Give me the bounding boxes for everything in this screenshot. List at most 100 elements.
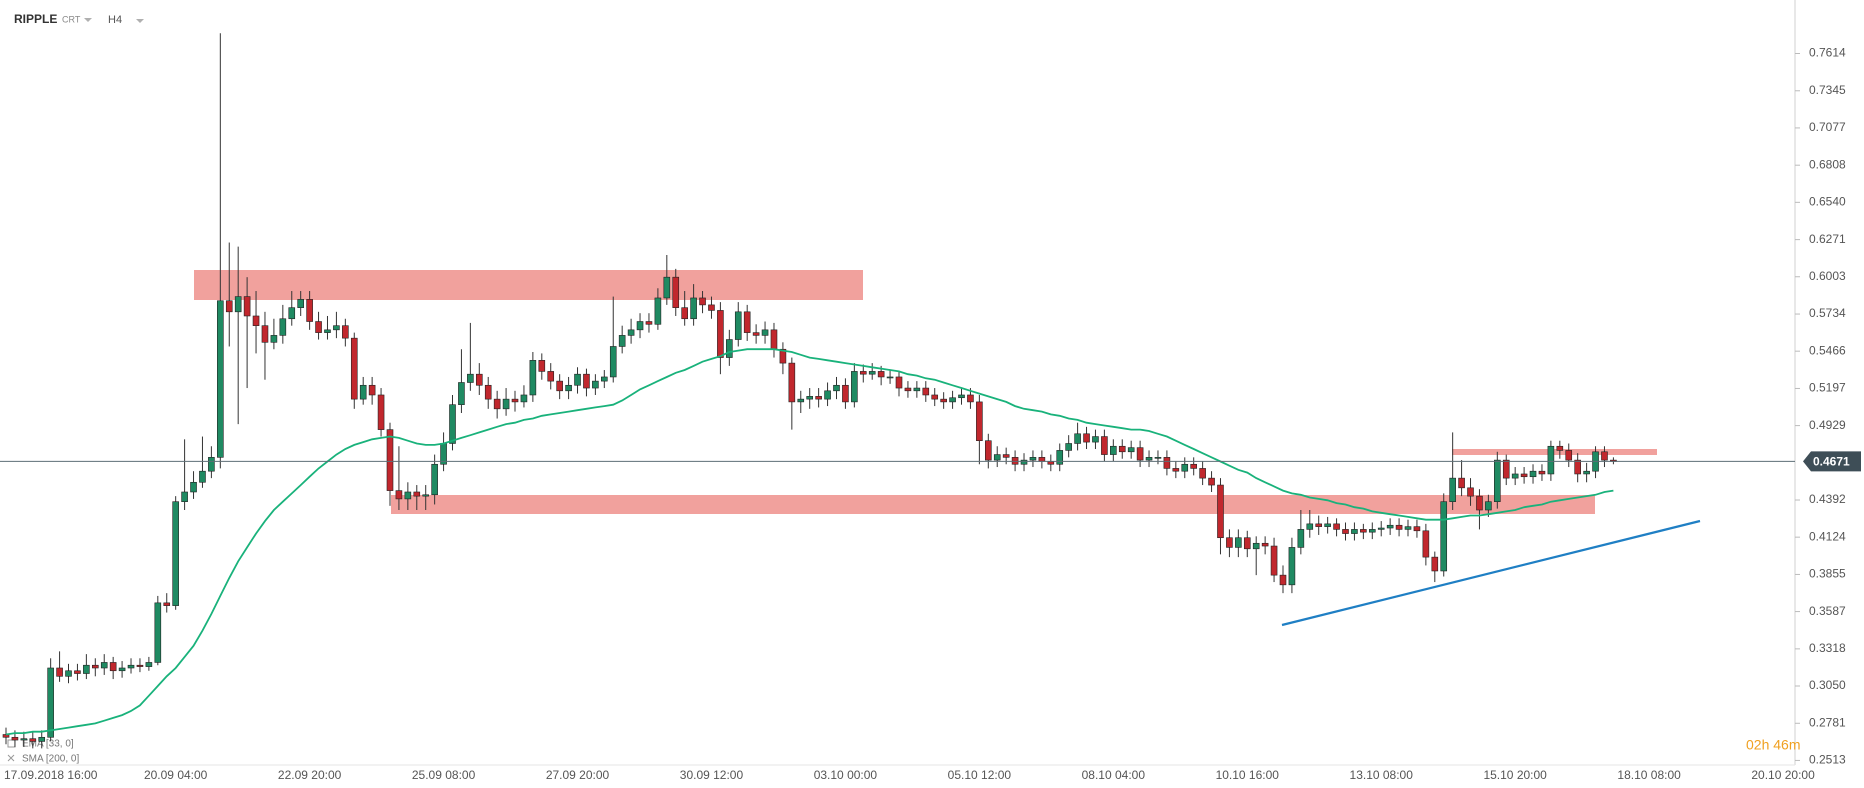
candle-body [726,339,733,358]
candle-body [993,454,1001,461]
candle-body [1601,451,1608,461]
candle-body [65,670,72,677]
candle-body [984,440,992,461]
candle-body [618,335,626,347]
interval[interactable]: H4 [108,14,122,26]
dropdown-caret[interactable] [136,19,144,23]
candle-body [877,371,885,378]
candle-body [1583,470,1590,475]
candle-body [797,398,805,403]
candle-body [583,373,590,389]
symbol-type[interactable]: CRT [62,14,81,24]
candle-body [359,384,367,400]
candle-body [1199,468,1206,479]
candle-body [145,662,153,667]
candle-body [413,491,421,497]
candle-body [636,321,644,331]
candle-body [1074,433,1081,444]
candle-body [601,376,608,382]
candle-body [547,371,555,382]
candle-body [958,394,965,399]
x-tick-label: 10.10 16:00 [1216,768,1280,782]
y-tick-label: 0.2781 [1809,715,1846,729]
candle-body [1011,457,1019,465]
trend-line[interactable] [1281,519,1701,627]
candle-body [815,396,822,400]
candle-body [1226,537,1233,548]
legend-icon[interactable] [7,754,15,762]
support-zone[interactable] [391,495,1595,514]
y-tick-label: 0.2513 [1809,753,1846,767]
x-tick-label: 20.09 04:00 [144,768,208,782]
candle-body [904,387,912,392]
dropdown-caret[interactable] [84,18,92,22]
candle-body [1270,545,1278,576]
candle-body [609,346,617,378]
y-tick-label: 0.3050 [1809,678,1846,692]
candle-body [895,376,903,389]
candle-body [833,384,840,392]
legend-entry: EMA [33, 0] [22,739,74,750]
candles [2,33,1617,749]
candle-body [1360,529,1367,533]
y-tick-label: 0.5466 [1809,343,1846,357]
candle-body [1342,529,1349,534]
candle-body [1520,473,1528,478]
candle-body [324,329,331,333]
y-tick-label: 0.6003 [1809,269,1846,283]
candle-body [1449,477,1456,502]
candle-body [2,734,10,738]
candle-body [1172,468,1180,472]
candle-body [859,371,867,375]
candle-body [627,329,635,336]
x-tick-label: 05.10 12:00 [948,768,1012,782]
candle-body [190,481,197,493]
x-tick-label: 27.09 20:00 [546,768,610,782]
y-tick-label: 0.4124 [1809,529,1846,543]
candle-body [458,382,465,405]
candle-body [172,501,179,606]
candle-body [922,387,930,396]
x-tick-label: 08.10 04:00 [1082,768,1146,782]
candle-body [976,401,983,442]
candle-body [404,491,412,500]
y-tick-label: 0.6271 [1809,232,1846,246]
candle-body [1413,526,1421,532]
candle-body [377,394,385,430]
candle-body [1092,436,1099,443]
candle-body [118,667,126,672]
candle-body [824,390,831,400]
candle-body [743,311,751,333]
candle-body [1261,542,1269,547]
candle-body [47,667,54,738]
resistance-zone[interactable] [1452,449,1657,455]
candle-body [234,296,242,313]
candle-body [717,310,724,358]
candle-body [1333,523,1340,530]
candle-body [1145,457,1153,461]
candle-body [208,457,215,472]
candle-body [261,325,269,343]
x-tick-label: 17.09.2018 16:00 [4,768,98,782]
resistance-zone[interactable] [194,270,863,300]
candle-body [1110,445,1117,455]
candle-body [1422,530,1430,558]
candle-body [681,307,688,320]
candle-body [38,736,46,742]
candle-body [315,321,322,333]
candle-body [92,664,99,669]
candle-body [1047,461,1055,465]
y-tick-label: 0.4929 [1809,418,1846,432]
drawings [194,270,1701,627]
candle-body [868,371,876,375]
candle-body [368,384,376,396]
candle-body [181,491,188,502]
legend-entry: SMA [200, 0] [22,754,79,765]
candle-body [74,670,81,674]
candle-body [100,662,108,669]
candle-body [1351,529,1358,534]
candle-body [574,373,581,386]
candle-body [1574,459,1581,475]
y-tick-label: 0.6808 [1809,157,1846,171]
candle-body [1538,470,1546,475]
